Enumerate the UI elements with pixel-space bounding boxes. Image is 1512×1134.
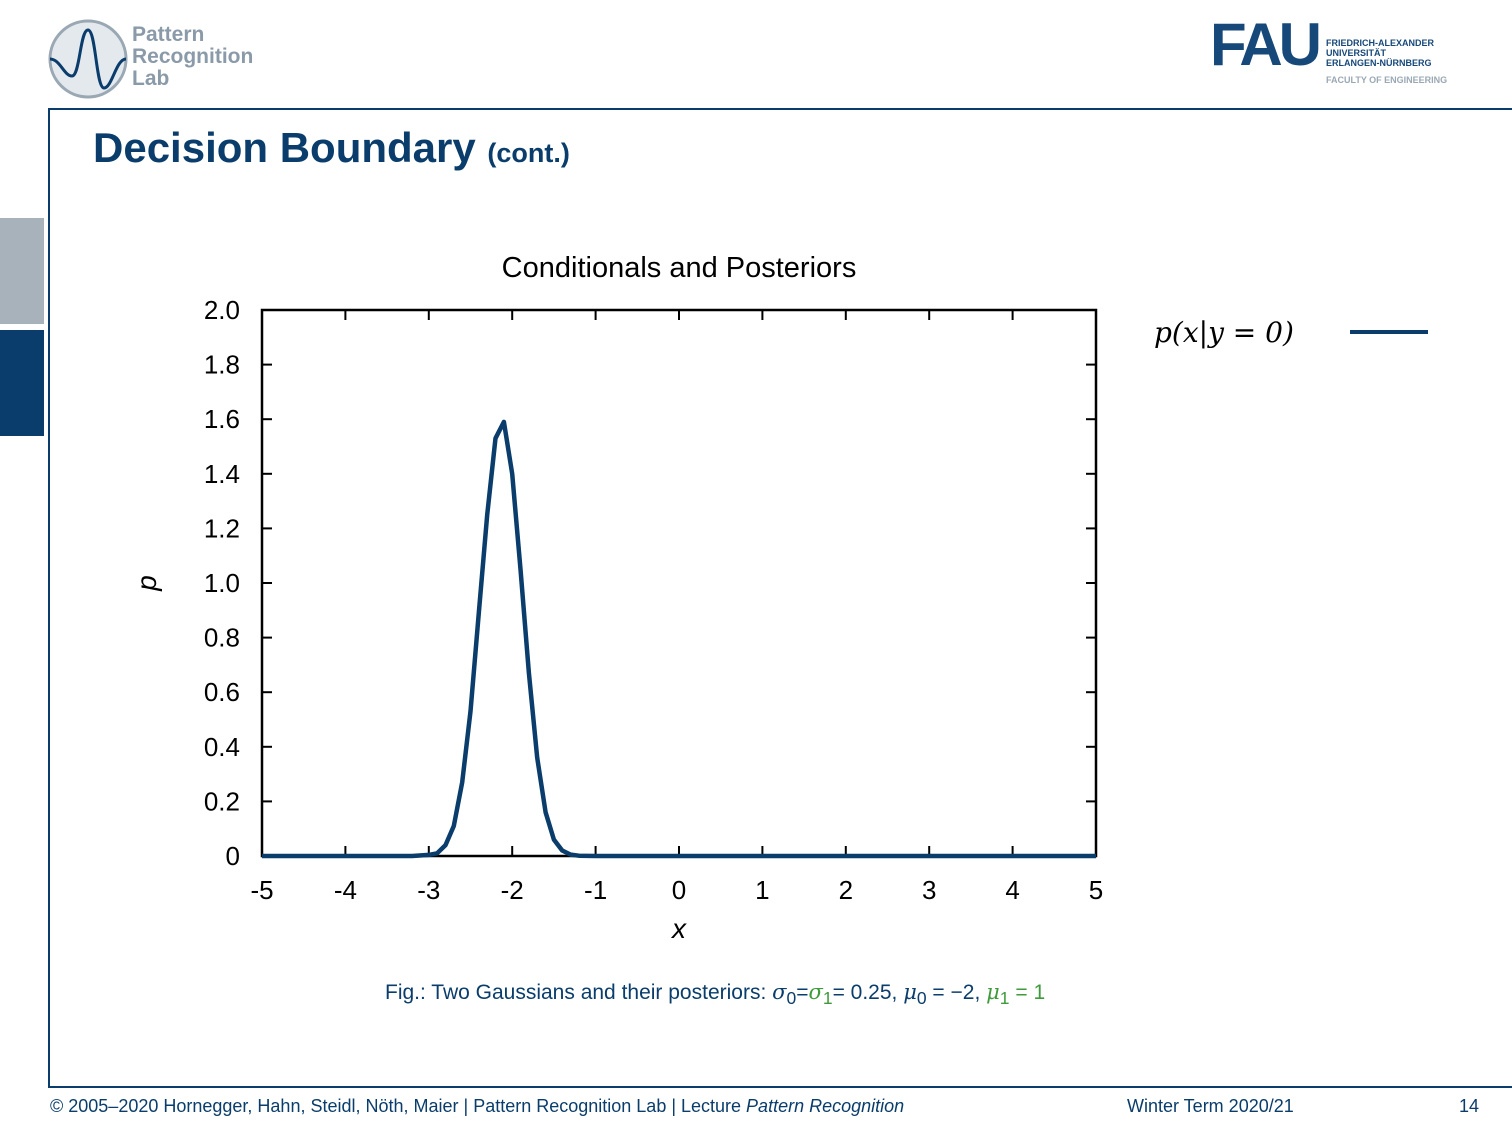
fau-mark: FAU <box>1210 11 1322 78</box>
caption-mu1: μ <box>986 980 1000 1004</box>
lab-logo-line: Recognition <box>132 45 254 68</box>
x-tick-label: 3 <box>922 875 936 905</box>
lab-logo-line: Pattern <box>132 23 205 46</box>
y-tick-label: 2.0 <box>204 295 240 325</box>
x-tick-label: 2 <box>839 875 853 905</box>
fau-line: FRIEDRICH-ALEXANDER <box>1326 38 1434 48</box>
fau-faculty: FACULTY OF ENGINEERING <box>1326 75 1448 85</box>
caption-sigma0-sub: 0 <box>786 988 797 1009</box>
x-tick-label: 4 <box>1005 875 1019 905</box>
caption-mu0-val: = −2, <box>926 981 987 1004</box>
y-tick-label: 0.4 <box>204 732 240 762</box>
legend: p(x|y = 0) <box>1154 316 1454 360</box>
caption-sigma1: σ <box>808 980 823 1004</box>
caption-sigma1-sub: 1 <box>822 988 833 1009</box>
caption-eq: = <box>796 981 809 1004</box>
y-tick-label: 0.8 <box>204 623 240 653</box>
caption-sigma0: σ <box>772 980 787 1004</box>
x-tick-label: 1 <box>755 875 769 905</box>
fau-line: ERLANGEN-NÜRNBERG <box>1326 58 1432 68</box>
slide-frame <box>48 108 1512 1088</box>
legend-label: p(x|y = 0) <box>1154 316 1294 349</box>
y-tick-label: 1.2 <box>204 513 240 543</box>
x-tick-label: -4 <box>334 875 357 905</box>
x-tick-label: 0 <box>672 875 686 905</box>
y-tick-label: 0 <box>226 841 240 871</box>
slide-title-main: Decision Boundary <box>93 124 476 171</box>
fau-line: UNIVERSITÄT <box>1326 48 1387 58</box>
pattern-recognition-lab-logo: Pattern Recognition Lab <box>46 18 286 100</box>
y-tick-label: 0.2 <box>204 786 240 816</box>
series-line <box>262 419 1096 859</box>
y-tick-label: 0.6 <box>204 677 240 707</box>
section-marker-active <box>0 330 44 436</box>
caption-value: = 0.25, <box>832 981 904 1004</box>
x-tick-label: -2 <box>501 875 524 905</box>
caption-prefix: Fig.: Two Gaussians and their posteriors… <box>385 981 773 1004</box>
section-marker-inactive <box>0 218 44 324</box>
x-tick-label: -3 <box>417 875 440 905</box>
x-tick-label: -5 <box>250 875 273 905</box>
chart-title: Conditionals and Posteriors <box>502 252 857 284</box>
lab-logo-icon <box>48 19 128 99</box>
y-tick-label: 1.8 <box>204 350 240 380</box>
lab-logo-line: Lab <box>132 67 170 90</box>
caption-mu0-sub: 0 <box>916 988 927 1009</box>
footer-credits: © 2005–2020 Hornegger, Hahn, Steidl, Nöt… <box>50 1096 904 1117</box>
figure-caption: Fig.: Two Gaussians and their posteriors… <box>385 980 1045 1009</box>
caption-mu1-sub: 1 <box>999 988 1010 1009</box>
x-tick-label: 5 <box>1089 875 1103 905</box>
x-axis-label: x <box>670 913 687 944</box>
footer-term: Winter Term 2020/21 <box>1127 1096 1294 1116</box>
slide-title-suffix: (cont.) <box>487 138 570 168</box>
y-tick-label: 1.4 <box>204 459 240 489</box>
y-tick-label: 1.0 <box>204 568 240 598</box>
caption-mu0: μ <box>903 980 917 1004</box>
caption-mu1-val: = 1 <box>1009 981 1046 1004</box>
footer-copyright: © 2005–2020 Hornegger, Hahn, Steidl, Nöt… <box>50 1096 747 1116</box>
footer-lecture: Pattern Recognition <box>746 1096 905 1116</box>
footer-page-number: 14 <box>1459 1096 1480 1116</box>
fau-logo: FAU FRIEDRICH-ALEXANDER UNIVERSITÄT ERLA… <box>1210 11 1470 90</box>
x-tick-label: -1 <box>584 875 607 905</box>
plot-area <box>260 308 1098 858</box>
legend-line-swatch <box>1350 330 1428 334</box>
y-axis-label: p <box>131 575 162 592</box>
slide-title: Decision Boundary (cont.) <box>93 124 570 172</box>
y-tick-label: 1.6 <box>204 404 240 434</box>
